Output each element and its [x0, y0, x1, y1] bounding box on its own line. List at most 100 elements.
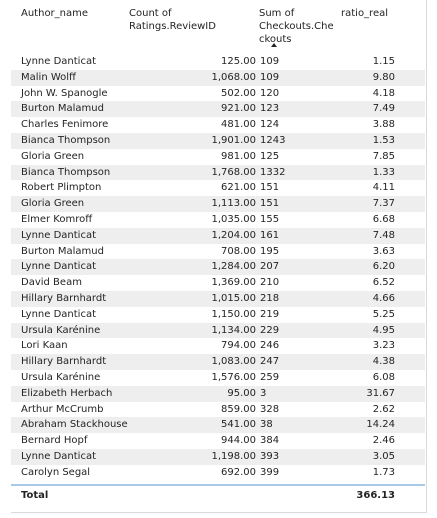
table-row[interactable]: Burton Malamud 921.00 123 7.49	[11, 101, 425, 118]
table-row[interactable]: Bernard Hopf 944.00 384 2.46	[11, 433, 425, 449]
cell-sum-of-checkouts: 399	[260, 466, 280, 478]
table-row[interactable]: Hillary Barnhardt 1,015.00 218 4.66	[11, 290, 425, 307]
cell-ratio-real: 31.67	[366, 387, 395, 399]
cell-ratio-real: 6.20	[372, 261, 395, 273]
table-row[interactable]: Elmer Komroff 1,035.00 155 6.68	[11, 212, 425, 228]
cell-author-name: Bianca Thompson	[21, 134, 111, 146]
table-row[interactable]: Bianca Thompson 1,901.00 1243 1.53	[11, 132, 425, 149]
cell-ratio-real: 7.37	[372, 198, 395, 210]
cell-author-name: Lynne Danticat	[21, 450, 96, 462]
cell-count-of-ratings: 481.00	[221, 119, 256, 131]
cell-author-name: Hillary Barnhardt	[21, 292, 107, 304]
table-row[interactable]: Ursula Karénine 1,134.00 229 4.95	[11, 322, 425, 339]
total-ratio-value: 366.13	[356, 490, 395, 501]
cell-count-of-ratings: 1,113.00	[211, 198, 256, 210]
cell-count-of-ratings: 125.00	[221, 56, 256, 67]
cell-ratio-real: 6.68	[372, 213, 395, 225]
table-row[interactable]: Lori Kaan 794.00 246 3.23	[11, 338, 425, 354]
cell-count-of-ratings: 502.00	[221, 87, 256, 99]
cell-ratio-real: 2.62	[372, 403, 395, 415]
table-row[interactable]: David Beam 1,369.00 210 6.52	[11, 275, 425, 291]
cell-ratio-real: 4.18	[372, 87, 395, 99]
table-row[interactable]: Bianca Thompson 1,768.00 1332 1.33	[11, 164, 425, 181]
cell-count-of-ratings: 541.00	[221, 419, 256, 431]
cell-ratio-real: 1.53	[372, 134, 395, 146]
cell-author-name: Lynne Danticat	[21, 261, 96, 273]
table-header: Author_name Count of Ratings.ReviewID Su…	[11, 0, 425, 50]
cell-sum-of-checkouts: 259	[260, 371, 280, 383]
cell-author-name: Elizabeth Herbach	[21, 387, 113, 399]
table-row[interactable]: Charles Fenimore 481.00 124 3.88	[11, 117, 425, 133]
table-row[interactable]: Abraham Stackhouse 541.00 38 14.24	[11, 417, 425, 434]
cell-sum-of-checkouts: 161	[260, 229, 280, 241]
cell-sum-of-checkouts: 210	[260, 277, 280, 289]
cell-author-name: Ursula Karénine	[21, 371, 101, 383]
table-row[interactable]: Lynne Danticat 1,150.00 219 5.25	[11, 307, 425, 323]
column-header-ratio-real[interactable]: ratio_real	[341, 8, 389, 19]
cell-author-name: Abraham Stackhouse	[21, 419, 128, 431]
cell-ratio-real: 7.85	[372, 150, 395, 162]
cell-count-of-ratings: 1,768.00	[211, 166, 256, 178]
cell-author-name: Arthur McCrumb	[21, 403, 104, 415]
cell-sum-of-checkouts: 384	[260, 435, 280, 447]
table-row[interactable]: Elizabeth Herbach 95.00 3 31.67	[11, 385, 425, 402]
cell-author-name: Lori Kaan	[21, 340, 68, 352]
cell-ratio-real: 7.49	[372, 103, 395, 115]
cell-sum-of-checkouts: 1243	[260, 134, 286, 146]
cell-ratio-real: 1.33	[372, 166, 395, 178]
cell-sum-of-checkouts: 120	[260, 87, 280, 99]
cell-sum-of-checkouts: 124	[260, 119, 280, 131]
table-visual: Author_name Count of Ratings.ReviewID Su…	[11, 0, 427, 513]
column-header-count-of-ratings[interactable]: Count of Ratings.ReviewID	[129, 8, 216, 32]
cell-author-name: Robert Plimpton	[21, 182, 102, 194]
cell-sum-of-checkouts: 195	[260, 245, 280, 257]
cell-ratio-real: 4.11	[372, 182, 395, 194]
cell-ratio-real: 4.66	[372, 292, 395, 304]
cell-count-of-ratings: 1,284.00	[211, 261, 256, 273]
cell-ratio-real: 2.46	[372, 435, 395, 447]
cell-author-name: Bianca Thompson	[21, 166, 111, 178]
sort-ascending-icon[interactable]	[271, 43, 277, 47]
table-row[interactable]: John W. Spanogle 502.00 120 4.18	[11, 86, 425, 102]
table-row[interactable]: Lynne Danticat 1,198.00 393 3.05	[11, 448, 425, 465]
column-header-author-name[interactable]: Author_name	[21, 8, 89, 19]
cell-count-of-ratings: 944.00	[221, 435, 256, 447]
cell-count-of-ratings: 1,576.00	[211, 371, 256, 383]
cell-author-name: Malin Wolff	[21, 71, 76, 83]
cell-sum-of-checkouts: 1332	[260, 166, 286, 178]
table-row[interactable]: Robert Plimpton 621.00 151 4.11	[11, 180, 425, 196]
cell-sum-of-checkouts: 123	[260, 103, 280, 115]
table-row[interactable]: Ursula Karénine 1,576.00 259 6.08	[11, 370, 425, 386]
cell-count-of-ratings: 1,083.00	[211, 356, 256, 368]
cell-count-of-ratings: 95.00	[227, 387, 256, 399]
cell-author-name: Elmer Komroff	[21, 213, 93, 225]
cell-ratio-real: 9.80	[372, 71, 395, 83]
cell-count-of-ratings: 1,035.00	[211, 213, 256, 225]
table-row[interactable]: Gloria Green 1,113.00 151 7.37	[11, 196, 425, 212]
cell-count-of-ratings: 1,369.00	[211, 277, 256, 289]
table-row[interactable]: Gloria Green 981.00 125 7.85	[11, 149, 425, 165]
cell-author-name: Ursula Karénine	[21, 324, 101, 336]
table-row[interactable]: Lynne Danticat 1,204.00 161 7.48	[11, 227, 425, 244]
cell-author-name: Charles Fenimore	[21, 119, 109, 131]
cell-sum-of-checkouts: 229	[260, 324, 280, 336]
table-row[interactable]: Lynne Danticat 125.00 109 1.15	[11, 54, 425, 70]
cell-sum-of-checkouts: 125	[260, 150, 280, 162]
cell-count-of-ratings: 1,198.00	[211, 450, 256, 462]
cell-count-of-ratings: 859.00	[221, 403, 256, 415]
table-row[interactable]: Arthur McCrumb 859.00 328 2.62	[11, 402, 425, 418]
cell-ratio-real: 6.52	[372, 277, 395, 289]
table-row[interactable]: Hillary Barnhardt 1,083.00 247 4.38	[11, 354, 425, 370]
cell-sum-of-checkouts: 219	[260, 308, 280, 320]
cell-count-of-ratings: 1,068.00	[211, 71, 256, 83]
table-row[interactable]: Burton Malamud 708.00 195 3.63	[11, 244, 425, 260]
cell-count-of-ratings: 794.00	[221, 340, 256, 352]
cell-author-name: Lynne Danticat	[21, 308, 96, 320]
column-header-sum-of-checkouts[interactable]: Sum of Checkouts.Che ckouts	[259, 8, 334, 45]
cell-author-name: John W. Spanogle	[21, 87, 108, 99]
table-row[interactable]: Malin Wolff 1,068.00 109 9.80	[11, 69, 425, 86]
table-row[interactable]: Lynne Danticat 1,284.00 207 6.20	[11, 259, 425, 276]
table-row[interactable]: Carolyn Segal 692.00 399 1.73	[11, 465, 425, 481]
cell-sum-of-checkouts: 109	[260, 56, 280, 67]
cell-sum-of-checkouts: 109	[260, 71, 280, 83]
